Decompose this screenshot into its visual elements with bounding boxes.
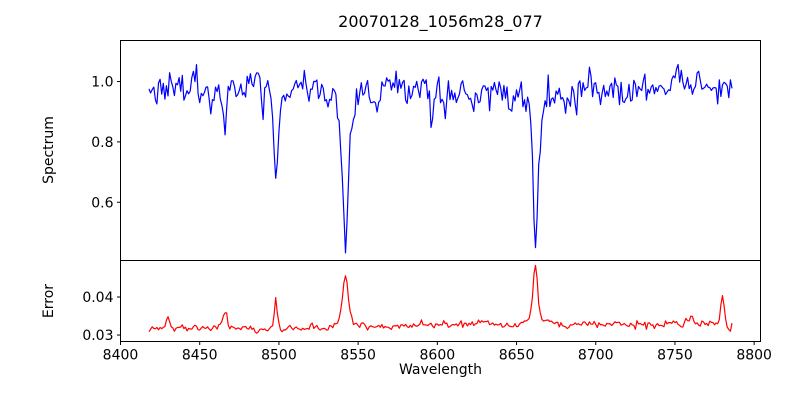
spectrum-line <box>148 63 733 254</box>
x-tick-label: 8700 <box>578 348 614 364</box>
chart-title: 20070128_1056m28_077 <box>338 12 543 31</box>
spectrum-y-tick-label: 0.8 <box>91 135 113 151</box>
spectrum-panel-border <box>120 40 761 261</box>
error-y-tick-label: 0.03 <box>82 328 113 344</box>
spectrum-y-tick-label: 1.0 <box>91 75 113 91</box>
error-panel-border <box>120 260 761 342</box>
plot-lines <box>148 63 733 334</box>
error-line <box>148 264 733 334</box>
x-axis-label: Wavelength <box>398 362 483 378</box>
x-tick-label: 8550 <box>340 348 376 364</box>
spectrum-y-tick-label: 0.6 <box>91 195 113 211</box>
x-tick-label: 8600 <box>420 348 456 364</box>
x-tick-label: 8400 <box>103 348 139 364</box>
error-y-tick-label: 0.04 <box>82 290 113 306</box>
x-tick-label: 8750 <box>657 348 693 364</box>
y-axis-label-error: Error <box>41 283 57 319</box>
axes: 0.6 0.8 1.0 0.03 0.04 8400 8450 8500 8550 8600 865… <box>82 40 772 364</box>
y-axis-label-spectrum: Spectrum <box>41 116 57 184</box>
x-tick-label: 8500 <box>261 348 297 364</box>
x-tick-label: 8450 <box>182 348 218 364</box>
x-tick-label: 8800 <box>736 348 772 364</box>
x-tick-label: 8650 <box>499 348 535 364</box>
